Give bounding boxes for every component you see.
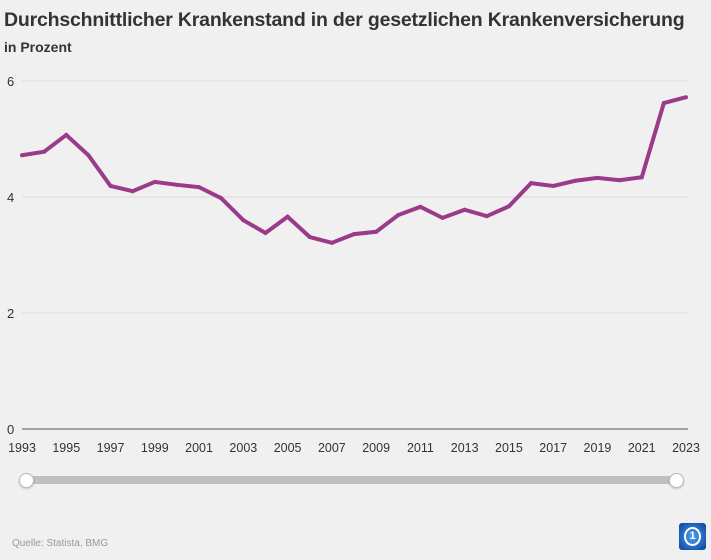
data-point [573, 178, 578, 183]
data-point [329, 240, 334, 245]
data-point [551, 183, 556, 188]
data-point [506, 204, 511, 209]
x-tick-label: 2001 [185, 441, 213, 455]
y-tick-label: 6 [7, 74, 14, 89]
x-tick-label: 2013 [451, 441, 479, 455]
series-line [21, 95, 687, 245]
line-chart: 0 2 4 6 1993 1995 1997 1999 2001 2003 2005 2007 2009… [7, 74, 700, 455]
data-point [197, 185, 202, 190]
data-point [617, 178, 622, 183]
y-tick-label: 0 [7, 422, 14, 437]
chart-subtitle: in Prozent [4, 39, 72, 55]
data-point [152, 179, 157, 184]
x-tick-label: 2017 [539, 441, 567, 455]
range-slider-track[interactable] [25, 476, 676, 484]
data-point [86, 153, 91, 158]
x-tick-label: 2015 [495, 441, 523, 455]
data-point [484, 214, 489, 219]
data-point [219, 196, 224, 201]
x-tick-label: 2021 [628, 441, 656, 455]
y-tick-label: 2 [7, 306, 14, 321]
x-tick-label: 1995 [52, 441, 80, 455]
x-tick-label: 1999 [141, 441, 169, 455]
data-point [440, 215, 445, 220]
x-tick-label: 2003 [229, 441, 257, 455]
x-tick-label: 2009 [362, 441, 390, 455]
data-point [241, 218, 246, 223]
x-tick-label: 2019 [584, 441, 612, 455]
data-point [595, 175, 600, 180]
range-slider-end-handle[interactable] [669, 473, 684, 488]
source-note: Quelle: Statista, BMG [12, 538, 109, 549]
x-tick-label: 2007 [318, 441, 346, 455]
data-point [352, 232, 356, 237]
x-tick-label: 2005 [274, 441, 302, 455]
data-point [684, 95, 688, 100]
data-point [108, 183, 113, 188]
y-tick-label: 4 [7, 190, 14, 205]
data-point [307, 235, 312, 240]
tagesschau-logo-icon [679, 523, 706, 550]
range-slider-start-handle[interactable] [19, 473, 34, 488]
chart-title: Durchschnittlicher Krankenstand in der g… [4, 9, 685, 31]
data-point [174, 182, 179, 187]
data-point [285, 214, 290, 219]
x-tick-label: 1997 [97, 441, 125, 455]
data-point [418, 204, 423, 209]
data-point [396, 212, 401, 217]
data-point [661, 101, 666, 106]
data-point [130, 189, 135, 194]
x-tick-label: 2023 [672, 441, 700, 455]
data-point [529, 181, 534, 186]
x-tick-label: 1993 [8, 441, 36, 455]
data-point [263, 230, 268, 235]
data-point [462, 207, 467, 212]
data-point [42, 149, 47, 154]
data-point [374, 229, 379, 234]
data-point [64, 132, 69, 137]
data-point [20, 153, 24, 158]
x-tick-label: 2011 [407, 441, 434, 455]
data-point [639, 175, 644, 180]
